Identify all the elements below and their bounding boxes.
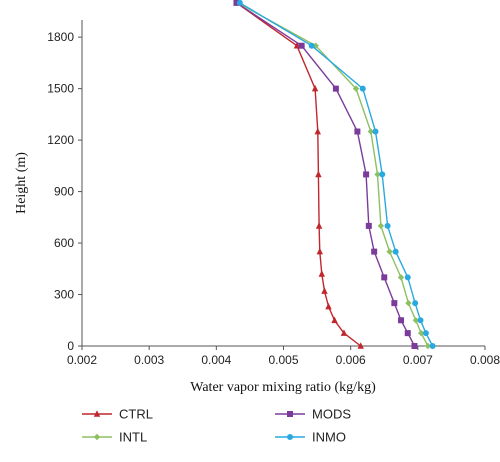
legend-marker-mods (287, 411, 293, 417)
data-point-inmo (412, 300, 419, 307)
plot-area (81, 20, 485, 347)
data-point-inmo (404, 274, 411, 281)
x-tick-label: 0.003 (134, 353, 164, 367)
data-point-inmo (392, 248, 399, 255)
data-point-mods (411, 343, 418, 349)
data-point-inmo (236, 0, 243, 6)
data-point-mods (391, 300, 398, 307)
data-point-mods (354, 128, 361, 135)
series-intl (234, 0, 432, 350)
data-point-ctrl (325, 302, 332, 310)
legend-marker-ctrl (93, 410, 101, 417)
legend-marker-inmo (287, 434, 293, 440)
data-point-mods (332, 85, 339, 92)
legend-label-inmo: INMO (312, 430, 346, 445)
series-layer (233, 0, 436, 350)
x-tick-label: 0.006 (336, 353, 366, 367)
y-axis: 0 300 600 900 1200 1500 1800 (47, 30, 82, 353)
data-point-inmo (308, 42, 315, 49)
data-point-mods (298, 42, 305, 49)
y-tick-label: 600 (54, 236, 74, 250)
data-point-inmo (379, 171, 386, 178)
data-point-ctrl (315, 222, 323, 229)
y-axis-title: Height (m) (14, 152, 29, 214)
data-point-ctrl (357, 342, 364, 349)
data-point-intl (374, 171, 381, 178)
y-tick-label: 1200 (47, 133, 74, 147)
legend-item-ctrl: CTRL (82, 407, 153, 422)
data-point-mods (363, 171, 370, 178)
data-point-intl (405, 299, 412, 307)
y-tick-label: 900 (54, 185, 74, 199)
data-point-ctrl (315, 170, 322, 178)
data-point-intl (386, 248, 393, 255)
data-point-ctrl (321, 287, 328, 294)
series-inmo-line (239, 2, 434, 347)
legend-marker-intl (93, 433, 101, 441)
data-point-intl (397, 274, 405, 281)
legend-item-intl: INTL (82, 430, 147, 445)
y-tick-label: 1800 (47, 30, 74, 44)
data-point-mods (371, 248, 378, 255)
x-axis-title: Water vapor mixing ratio (kg/kg) (190, 380, 376, 395)
data-point-mods (404, 330, 411, 337)
data-point-ctrl (314, 127, 321, 135)
data-point-intl (377, 222, 385, 230)
data-point-intl (367, 128, 375, 135)
series-inmo (236, 0, 436, 349)
y-tick-label: 1500 (47, 82, 74, 96)
data-point-ctrl (316, 247, 323, 255)
x-tick-label: 0.007 (403, 353, 433, 367)
data-point-ctrl (331, 316, 338, 324)
data-point-inmo (422, 330, 429, 337)
series-ctrl-line (236, 2, 362, 347)
data-point-inmo (417, 317, 424, 324)
y-tick-label: 300 (54, 288, 74, 302)
x-axis: 0.002 0.003 0.004 0.005 0.006 0.007 0.008 (67, 346, 500, 367)
series-ctrl (233, 0, 364, 349)
data-point-ctrl (293, 41, 301, 49)
series-mods (233, 0, 418, 349)
data-point-ctrl (311, 84, 319, 92)
x-tick-label: 0.002 (67, 353, 97, 367)
data-point-intl (424, 342, 432, 350)
legend-item-mods: MODS (275, 407, 351, 422)
legend-label-mods: MODS (312, 407, 351, 422)
data-point-inmo (372, 128, 379, 135)
data-point-intl (417, 329, 425, 337)
legend-item-inmo: INMO (275, 430, 346, 445)
legend-label-intl: INTL (119, 430, 147, 445)
data-point-ctrl (340, 329, 348, 336)
x-tick-label: 0.005 (268, 353, 298, 367)
data-point-intl (352, 85, 360, 92)
data-point-mods (398, 317, 405, 324)
data-point-ctrl (318, 270, 325, 277)
data-point-mods (381, 274, 388, 281)
data-point-mods (233, 0, 240, 6)
series-intl-line (237, 2, 429, 347)
x-tick-label: 0.004 (201, 353, 231, 367)
data-point-mods (365, 222, 372, 229)
legend-label-ctrl: CTRL (119, 407, 153, 422)
y-tick-label: 0 (67, 339, 74, 353)
data-point-inmo (359, 85, 366, 92)
data-point-intl (412, 317, 420, 324)
x-tick-label: 0.008 (470, 353, 500, 367)
data-point-inmo (429, 343, 436, 349)
data-point-inmo (384, 222, 391, 229)
legend: CTRL MODS INTL INMO (82, 407, 351, 445)
